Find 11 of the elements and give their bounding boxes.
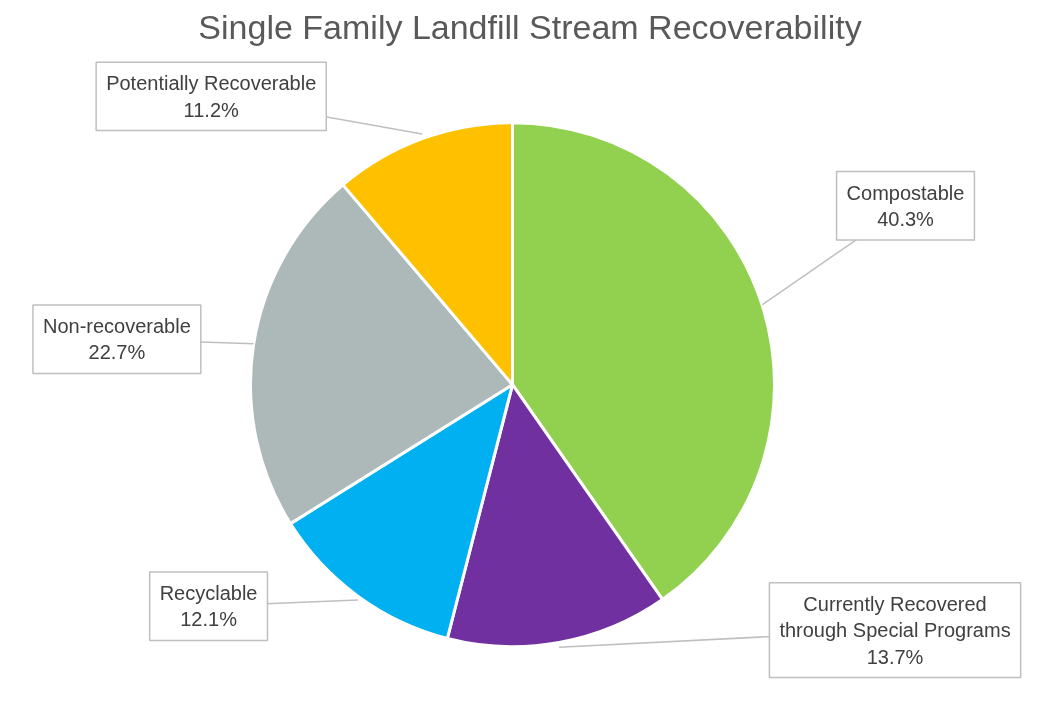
slice-label: Non-recoverable — [42, 315, 191, 338]
chart-title: Single Family Landfill Stream Recoverability — [198, 7, 862, 46]
slice-label: Currently Recovered through Special Programs — [779, 592, 1011, 642]
data-label: 13.7% — [866, 645, 924, 668]
data-label: 12.1% — [180, 608, 238, 631]
data-label: 40.3% — [877, 208, 935, 231]
slice-label: Potentially Recoverable — [106, 72, 317, 95]
data-label: 11.2% — [183, 98, 240, 121]
slice-label: Compostable — [846, 181, 965, 204]
data-label: 22.7% — [88, 341, 146, 364]
slice-label: Recyclable — [159, 581, 258, 604]
